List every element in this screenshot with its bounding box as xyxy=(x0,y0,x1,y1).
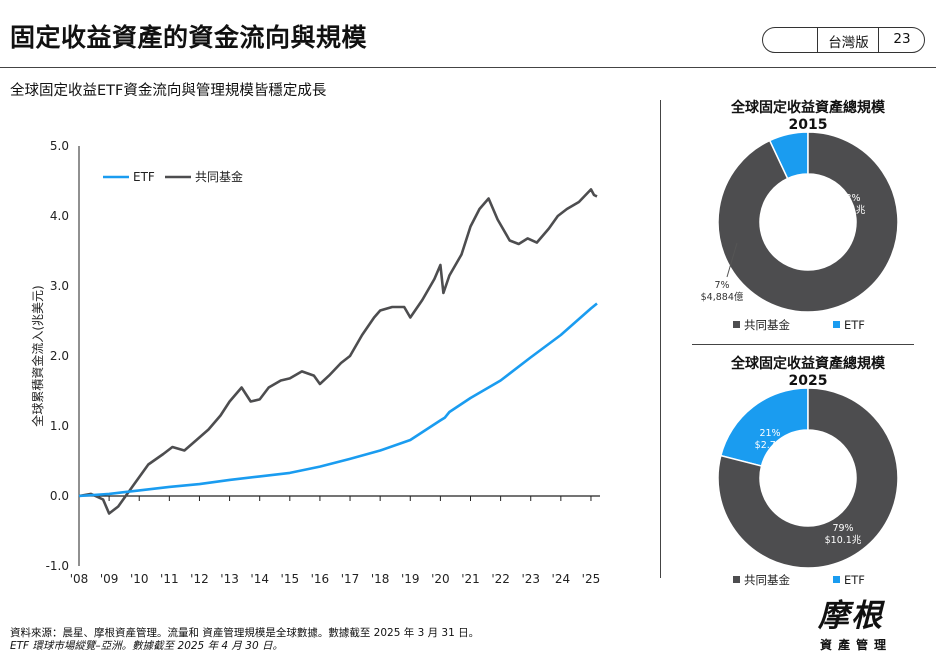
legend-label: ETF xyxy=(133,170,155,184)
x-tick-label: '20 xyxy=(431,572,450,586)
x-tick-label: '23 xyxy=(521,572,540,586)
legend-swatch xyxy=(833,576,840,583)
vertical-divider xyxy=(660,100,662,578)
x-tick-label: '10 xyxy=(130,572,149,586)
x-tick-label: '25 xyxy=(582,572,601,586)
badge-divider xyxy=(878,28,880,52)
logo-name: 摩根 xyxy=(818,598,884,634)
leader-line xyxy=(726,242,738,278)
y-tick-label: 1.0 xyxy=(50,419,69,433)
donut-slice-etf xyxy=(719,387,809,467)
slice-amount-label: $6.1兆 xyxy=(835,205,866,216)
legend-swatch xyxy=(833,321,840,328)
donut-title: 全球固定收益資產總規模 xyxy=(730,99,886,116)
slice-amount-label: $2.7兆 xyxy=(755,440,786,451)
series-line-mutual-fund xyxy=(78,188,598,515)
slice-percent-label: 7% xyxy=(714,280,729,291)
y-tick-label: 0.0 xyxy=(50,489,69,503)
y-tick-label: 3.0 xyxy=(50,279,69,293)
horizontal-divider xyxy=(692,344,914,346)
slice-percent-label: 93% xyxy=(839,193,860,204)
y-tick-label: 5.0 xyxy=(50,139,69,153)
slice-percent-label: 79% xyxy=(832,523,853,534)
y-axis-label: 全球累積資金流入(兆美元) xyxy=(30,285,45,426)
page-badge: 台灣版 23 xyxy=(762,27,925,53)
chart-subtitle: 全球固定收益ETF資金流向與管理規模皆穩定成長 xyxy=(10,83,327,99)
x-tick-label: '19 xyxy=(401,572,420,586)
slice-amount-label: $10.1兆 xyxy=(825,535,862,546)
x-tick-label: '21 xyxy=(461,572,480,586)
x-tick-label: '11 xyxy=(160,572,179,586)
donut-slice-mutual-fund xyxy=(717,387,899,569)
x-tick-label: '09 xyxy=(100,572,119,586)
badge-divider xyxy=(817,28,819,52)
slice-amount-label: $4,884億 xyxy=(701,291,744,303)
x-tick-label: '13 xyxy=(220,572,239,586)
x-tick-label: '18 xyxy=(371,572,390,586)
legend-label: 共同基金 xyxy=(744,573,790,587)
company-logo: 摩根 資產管理 xyxy=(800,590,910,654)
x-tick-label: '14 xyxy=(250,572,269,586)
x-tick-label: '24 xyxy=(552,572,571,586)
legend-label: 共同基金 xyxy=(195,169,243,184)
legend-label: 共同基金 xyxy=(744,318,790,332)
line-chart: -1.0 0.0 1.0 2.0 3.0 4.0 5.0 '08 '09 '10 '11 '12 '13… xyxy=(30,139,601,586)
y-tick-label: 2.0 xyxy=(50,349,69,363)
x-tick-label: '16 xyxy=(311,572,330,586)
title-rule xyxy=(0,67,936,69)
legend-label: ETF xyxy=(844,318,865,332)
donut-title: 全球固定收益資產總規模 xyxy=(730,355,886,372)
x-tick-label: '08 xyxy=(70,572,89,586)
x-tick-label: '22 xyxy=(491,572,510,586)
edition-label: 台灣版 xyxy=(828,35,869,51)
series-line-etf xyxy=(78,302,598,498)
y-tick-label: 4.0 xyxy=(50,209,69,223)
x-tick-label: '17 xyxy=(341,572,360,586)
y-tick-label: -1.0 xyxy=(46,559,69,573)
legend-swatch xyxy=(733,576,740,583)
source-note: ETF 環球市場縱覽–亞洲。數據截至 2025 年 4 月 30 日。 xyxy=(10,640,283,652)
logo-subtitle: 資產管理 xyxy=(820,638,893,652)
x-tick-label: '12 xyxy=(190,572,209,586)
x-tick-label: '15 xyxy=(281,572,300,586)
legend-swatch xyxy=(733,321,740,328)
page-title: 固定收益資產的資金流向與規模 xyxy=(10,23,368,52)
donut-slice-mutual-fund xyxy=(717,131,899,313)
legend-label: ETF xyxy=(844,573,865,587)
page-number: 23 xyxy=(893,31,911,47)
slice-percent-label: 21% xyxy=(759,428,780,439)
source-note: 資料來源：晨星、摩根資產管理。流量和 資產管理規模是全球數據。數據截至 2025… xyxy=(10,627,480,639)
donut-year: 2015 xyxy=(789,117,828,133)
donut-year: 2025 xyxy=(789,373,828,389)
